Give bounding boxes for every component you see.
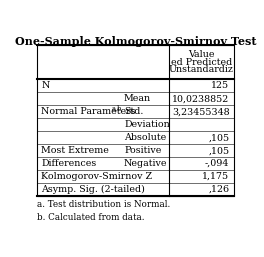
Text: Unstandardiz: Unstandardiz — [169, 65, 234, 74]
Text: 1,175: 1,175 — [202, 172, 229, 181]
Text: ,126: ,126 — [208, 185, 229, 194]
Text: 10,0238852: 10,0238852 — [172, 94, 229, 103]
Text: 3,23455348: 3,23455348 — [172, 107, 229, 116]
Text: Std.: Std. — [124, 107, 143, 116]
Text: One-Sample Kolmogorov-Smirnov Test: One-Sample Kolmogorov-Smirnov Test — [15, 36, 256, 47]
Text: -,094: -,094 — [205, 159, 229, 168]
Text: Kolmogorov-Smirnov Z: Kolmogorov-Smirnov Z — [41, 172, 152, 181]
Text: Mean: Mean — [124, 94, 151, 103]
Bar — [37, 45, 233, 196]
Text: a,b: a,b — [112, 104, 122, 112]
Text: Differences: Differences — [41, 159, 96, 168]
Text: a. Test distribution is Normal.: a. Test distribution is Normal. — [37, 200, 170, 209]
Text: Negative: Negative — [124, 159, 168, 168]
Text: Normal Parameters: Normal Parameters — [41, 107, 136, 116]
Text: Deviation: Deviation — [124, 120, 170, 129]
Text: ,105: ,105 — [208, 146, 229, 155]
Text: ,105: ,105 — [208, 133, 229, 142]
Text: b. Calculated from data.: b. Calculated from data. — [37, 213, 145, 222]
Text: N: N — [41, 81, 50, 90]
Text: Positive: Positive — [124, 146, 161, 155]
Text: Most Extreme: Most Extreme — [41, 146, 109, 155]
Text: Value: Value — [188, 50, 215, 59]
Text: Asymp. Sig. (2-tailed): Asymp. Sig. (2-tailed) — [41, 185, 145, 194]
Text: 125: 125 — [211, 81, 229, 90]
Text: ed Predicted: ed Predicted — [171, 58, 232, 67]
Text: Absolute: Absolute — [124, 133, 166, 142]
